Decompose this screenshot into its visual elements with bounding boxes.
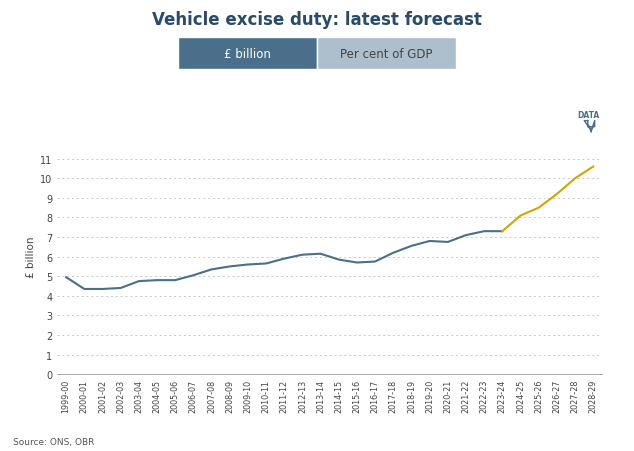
Bar bbox=[317, 38, 456, 70]
Text: £ billion: £ billion bbox=[224, 48, 271, 60]
Text: Source: ONS, OBR: Source: ONS, OBR bbox=[13, 437, 94, 446]
Bar bbox=[178, 38, 317, 70]
Y-axis label: £ billion: £ billion bbox=[26, 236, 36, 278]
Text: Per cent of GDP: Per cent of GDP bbox=[340, 48, 433, 60]
Text: DATA: DATA bbox=[577, 110, 599, 120]
Text: Vehicle excise duty: latest forecast: Vehicle excise duty: latest forecast bbox=[152, 11, 482, 29]
